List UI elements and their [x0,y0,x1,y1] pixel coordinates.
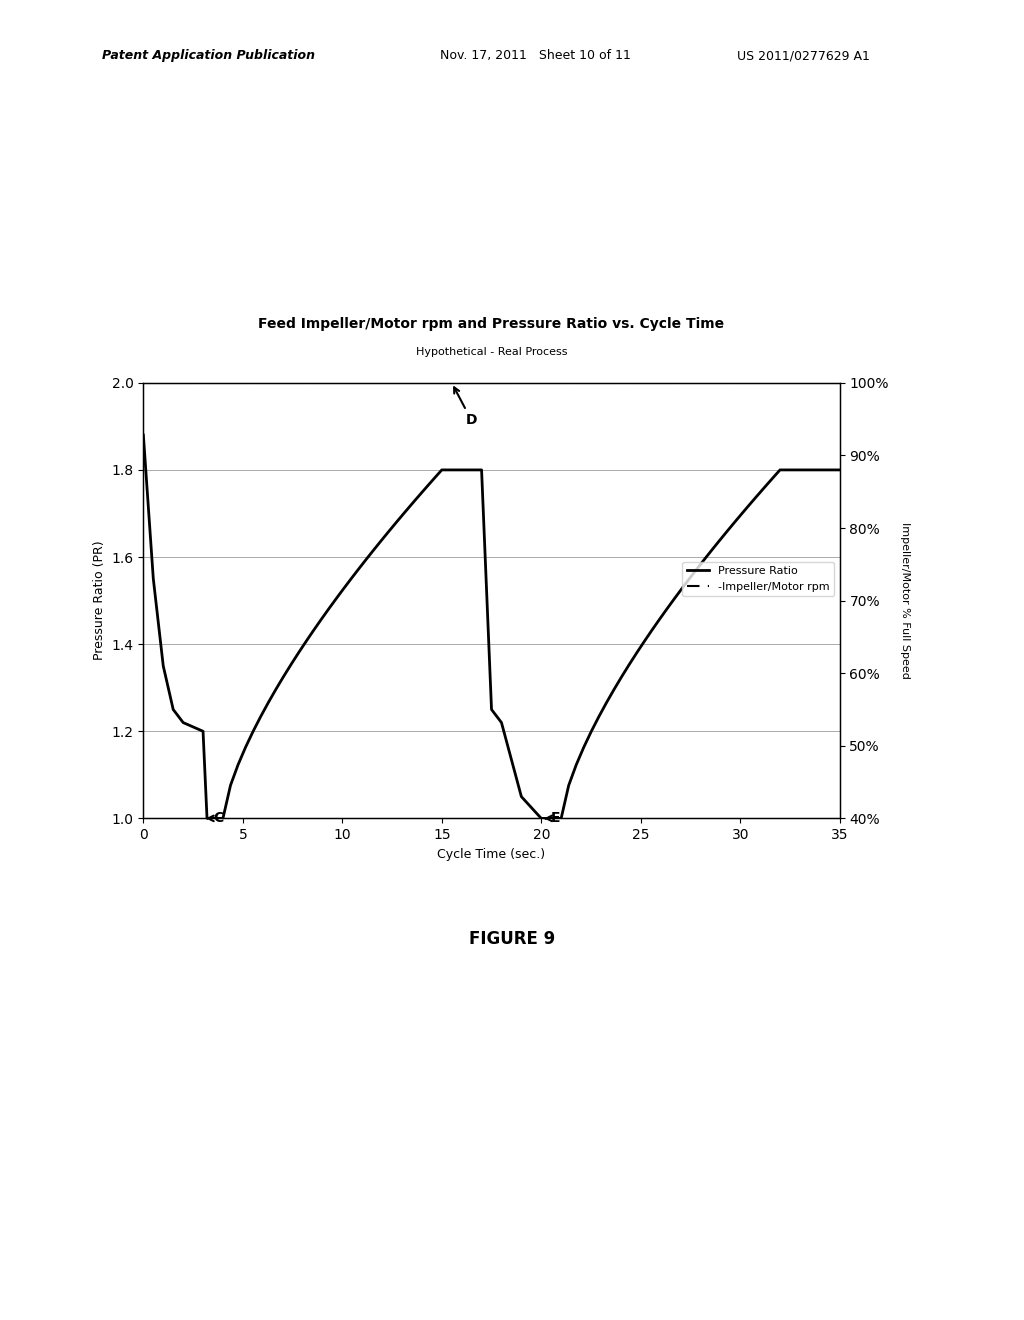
Text: C: C [207,812,223,825]
X-axis label: Cycle Time (sec.): Cycle Time (sec.) [437,847,546,861]
Text: Nov. 17, 2011   Sheet 10 of 11: Nov. 17, 2011 Sheet 10 of 11 [440,49,631,62]
Text: US 2011/0277629 A1: US 2011/0277629 A1 [737,49,870,62]
Y-axis label: Impeller/Motor % Full Speed: Impeller/Motor % Full Speed [900,523,909,678]
Text: D: D [454,387,477,428]
Text: FIGURE 9: FIGURE 9 [469,929,555,948]
Y-axis label: Pressure Ratio (PR): Pressure Ratio (PR) [93,541,105,660]
Text: E: E [546,812,561,825]
Text: Feed Impeller/Motor rpm and Pressure Ratio vs. Cycle Time: Feed Impeller/Motor rpm and Pressure Rat… [258,317,725,330]
Text: Hypothetical - Real Process: Hypothetical - Real Process [416,347,567,356]
Legend: Pressure Ratio, -Impeller/Motor rpm: Pressure Ratio, -Impeller/Motor rpm [683,561,835,597]
Text: Patent Application Publication: Patent Application Publication [102,49,315,62]
